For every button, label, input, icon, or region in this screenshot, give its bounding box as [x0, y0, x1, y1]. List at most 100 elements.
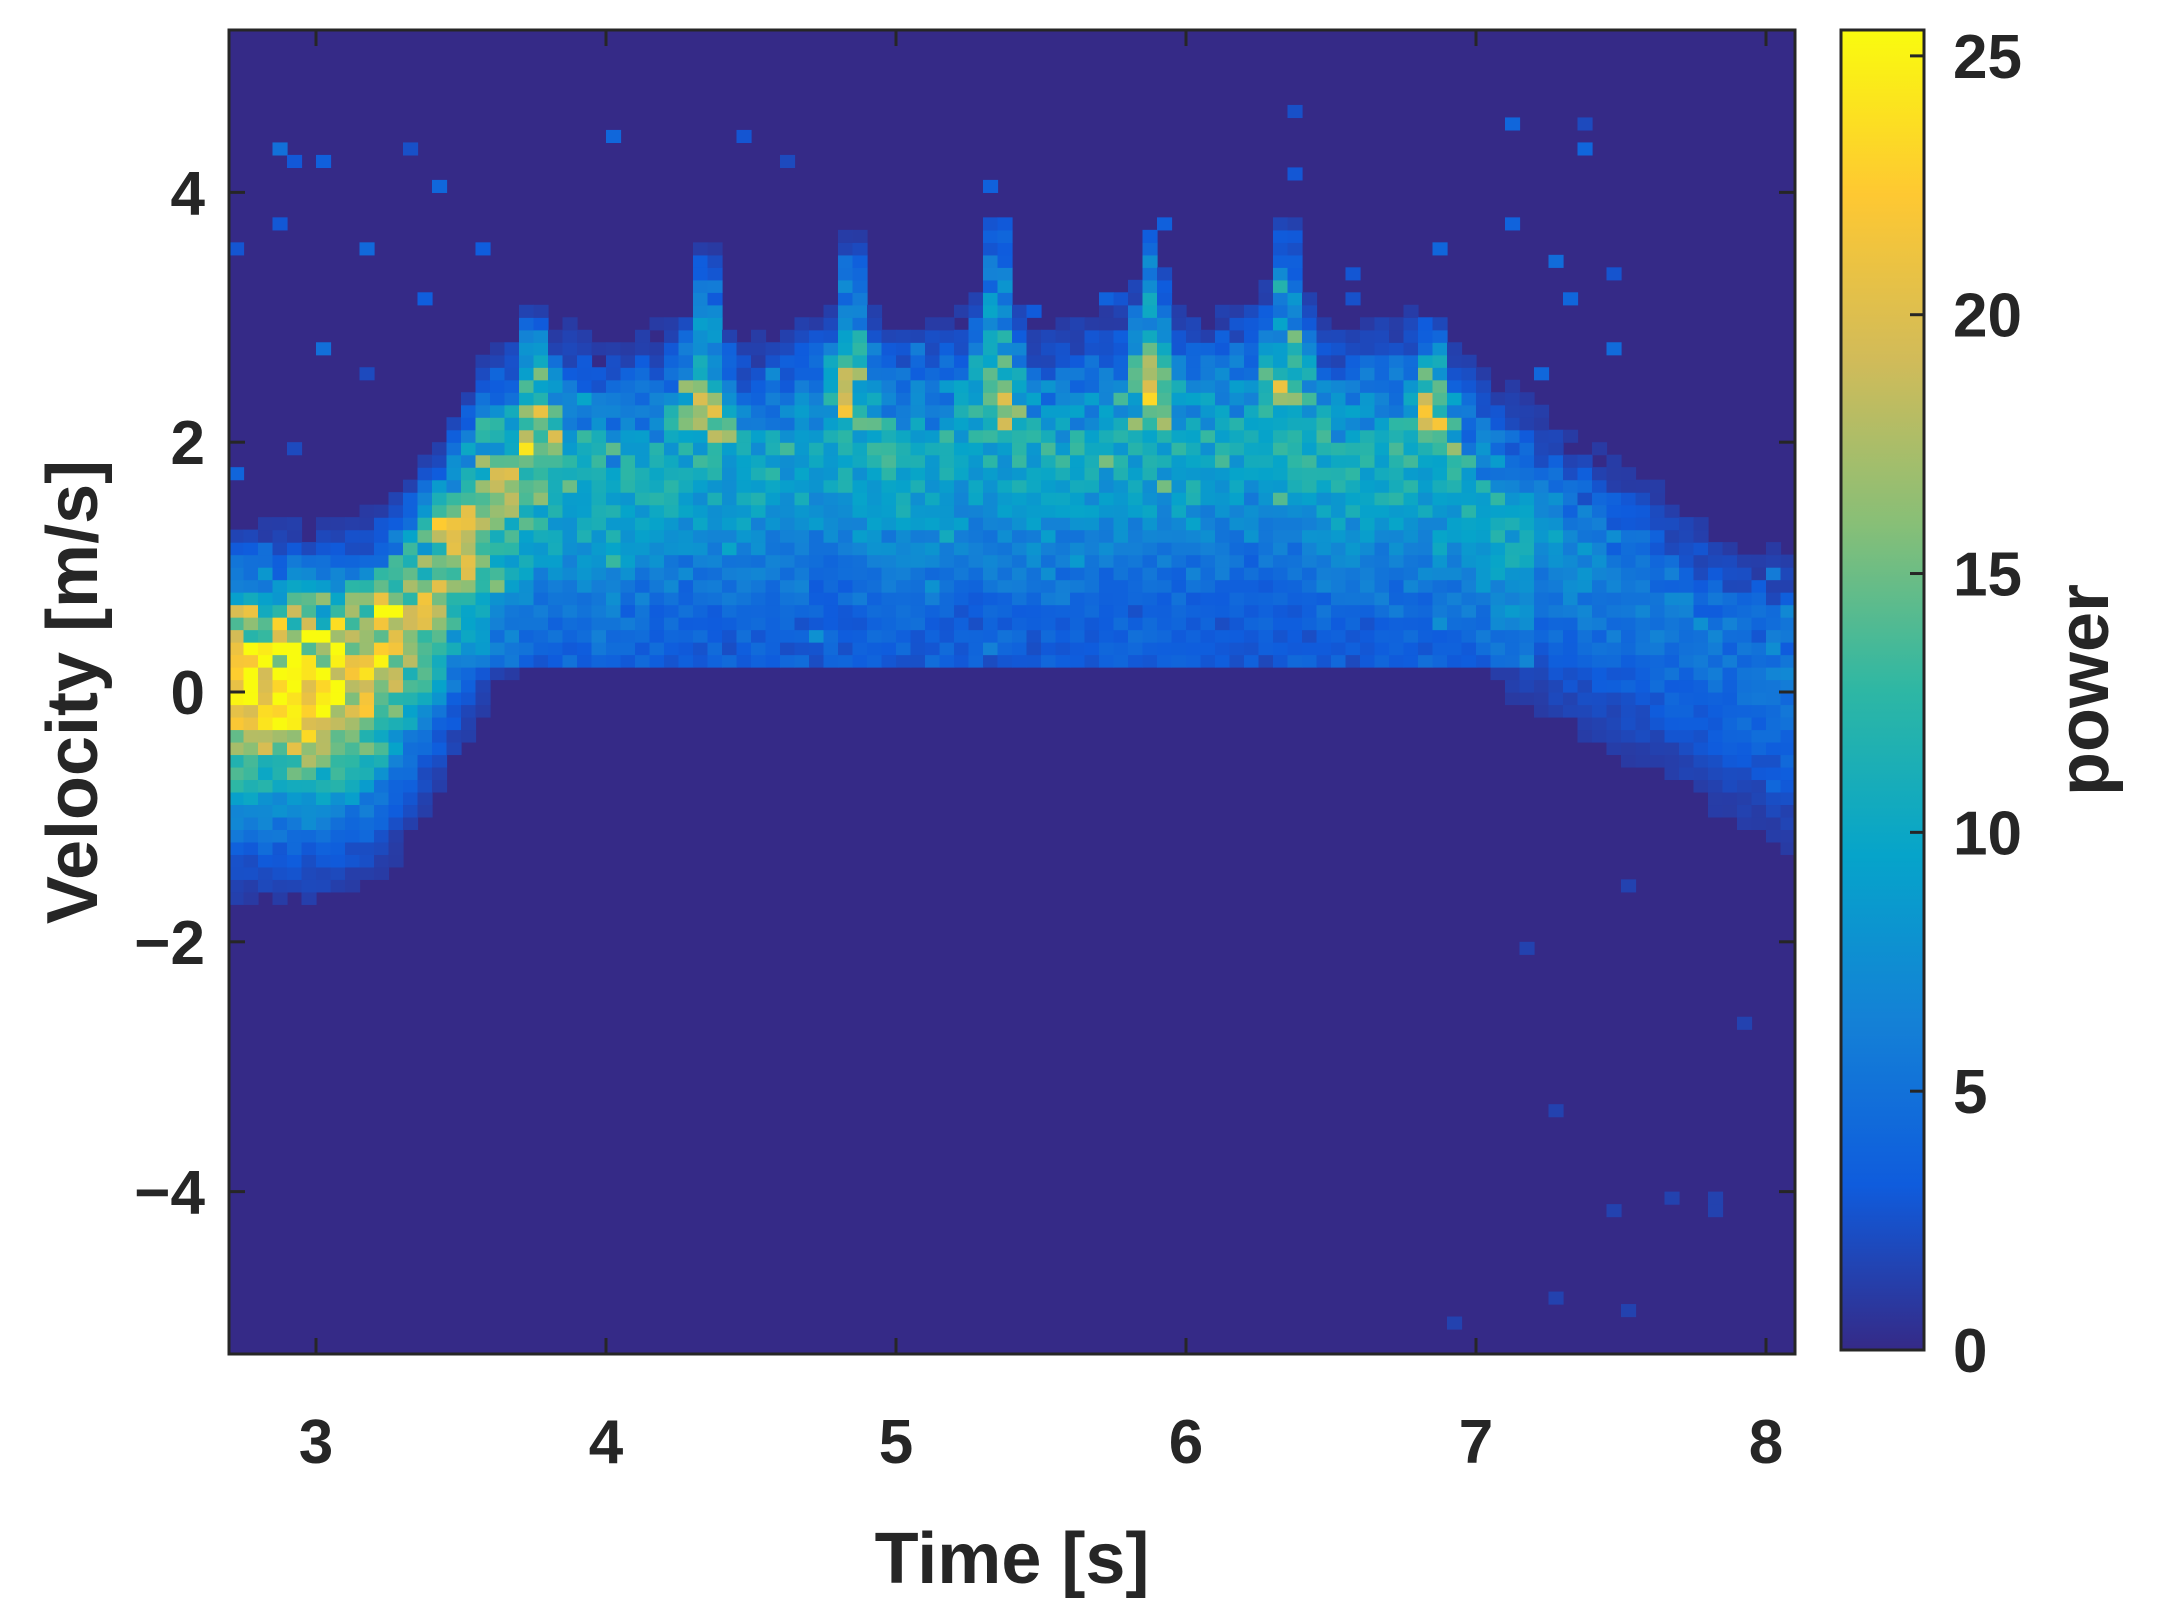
heatmap-cell	[1418, 504, 1434, 518]
heatmap-cell	[1171, 342, 1187, 356]
heatmap-cell	[678, 342, 694, 356]
heatmap-cell	[765, 542, 781, 556]
heatmap-cell	[1084, 554, 1100, 568]
heatmap-cell	[1287, 554, 1303, 568]
heatmap-cell	[1244, 479, 1260, 493]
heatmap-cell	[1142, 479, 1158, 493]
heatmap-cell	[272, 667, 288, 681]
heatmap-cell	[359, 692, 375, 706]
heatmap-cell	[838, 417, 854, 431]
heatmap-cell	[388, 854, 404, 868]
heatmap-cell	[968, 379, 984, 393]
heatmap-cell	[838, 242, 854, 256]
heatmap-cell	[330, 854, 346, 868]
heatmap-cell	[504, 404, 520, 418]
heatmap-cell	[330, 604, 346, 618]
heatmap-cell	[1548, 654, 1564, 668]
heatmap-cell	[1447, 404, 1463, 418]
heatmap-cell	[794, 404, 810, 418]
colorbar	[1839, 28, 1926, 1352]
heatmap-cell	[1070, 329, 1086, 343]
heatmap-cell	[1171, 592, 1187, 606]
heatmap-cell	[1693, 766, 1709, 781]
heatmap-cell	[1258, 617, 1274, 631]
heatmap-cell	[388, 791, 404, 806]
heatmap-cell	[954, 404, 970, 418]
heatmap-cell	[1418, 479, 1434, 493]
heatmap-cell	[548, 342, 564, 356]
heatmap-cell	[707, 342, 723, 356]
heatmap-cell	[1461, 354, 1477, 368]
heatmap-cell	[548, 567, 564, 581]
heatmap-cell	[446, 592, 462, 606]
heatmap-cell	[1461, 567, 1477, 581]
heatmap-cell	[1186, 592, 1202, 606]
heatmap-cell	[707, 367, 723, 381]
heatmap-cell	[1577, 716, 1593, 731]
heatmap-cell	[1345, 617, 1361, 631]
heatmap-cell	[1331, 604, 1347, 618]
heatmap-cell	[881, 492, 897, 506]
heatmap-cell	[1505, 429, 1521, 443]
heatmap-cell	[997, 367, 1013, 381]
heatmap-cell	[1157, 417, 1173, 431]
heatmap-cell	[243, 829, 259, 843]
heatmap-cell	[1780, 592, 1796, 606]
heatmap-cell	[1751, 654, 1767, 668]
heatmap-cell	[1476, 429, 1492, 443]
heatmap-cell	[997, 267, 1013, 281]
heatmap-cell	[1128, 442, 1144, 456]
heatmap-cell	[736, 367, 752, 381]
heatmap-cell	[1679, 604, 1695, 618]
heatmap-cell	[533, 479, 549, 493]
heatmap-cell	[1476, 404, 1492, 418]
heatmap-cell	[1287, 617, 1303, 631]
heatmap-cell	[301, 716, 317, 731]
heatmap-cell	[1229, 442, 1245, 456]
heatmap-cell	[388, 667, 404, 681]
heatmap-cell	[1331, 504, 1347, 518]
heatmap-cell	[968, 592, 984, 606]
heatmap-cell	[533, 429, 549, 443]
heatmap-cell	[1316, 629, 1332, 643]
heatmap-cell	[954, 567, 970, 581]
heatmap-cell	[1012, 542, 1028, 556]
heatmap-cell	[562, 342, 578, 356]
heatmap-cell	[1447, 342, 1463, 356]
heatmap-cell	[693, 242, 709, 256]
heatmap-cell	[751, 479, 767, 493]
heatmap-cell	[403, 629, 419, 643]
heatmap-cell	[1055, 454, 1071, 468]
heatmap-cell	[1447, 479, 1463, 493]
heatmap-cell	[316, 692, 332, 706]
heatmap-cell	[1374, 542, 1390, 556]
heatmap-cell	[635, 329, 651, 343]
heatmap-cell	[736, 392, 752, 406]
heatmap-cell	[1142, 642, 1158, 656]
heatmap-cell	[374, 766, 390, 781]
heatmap-cell	[272, 741, 288, 756]
heatmap-cell	[1679, 517, 1695, 531]
heatmap-cell	[1722, 642, 1738, 656]
heatmap-cell	[1592, 504, 1608, 518]
heatmap-cell	[896, 442, 912, 456]
heatmap-cell	[1302, 354, 1318, 368]
heatmap-cell	[823, 592, 839, 606]
heatmap-cell	[403, 716, 419, 731]
heatmap-cell	[1432, 367, 1448, 381]
heatmap-cell	[374, 604, 390, 618]
heatmap-cell	[548, 542, 564, 556]
heatmap-cell	[1012, 604, 1028, 618]
heatmap-cell	[548, 529, 564, 543]
heatmap-cell	[1258, 629, 1274, 643]
heatmap-cell	[867, 442, 883, 456]
heatmap-cell	[881, 354, 897, 368]
heatmap-cell	[243, 629, 259, 643]
heatmap-cell	[1157, 567, 1173, 581]
heatmap-cell	[635, 467, 651, 481]
heatmap-cell	[577, 604, 593, 618]
heatmap-cell	[1113, 629, 1129, 643]
heatmap-cell	[736, 642, 752, 656]
heatmap-cell	[446, 567, 462, 581]
heatmap-cell	[258, 729, 274, 743]
